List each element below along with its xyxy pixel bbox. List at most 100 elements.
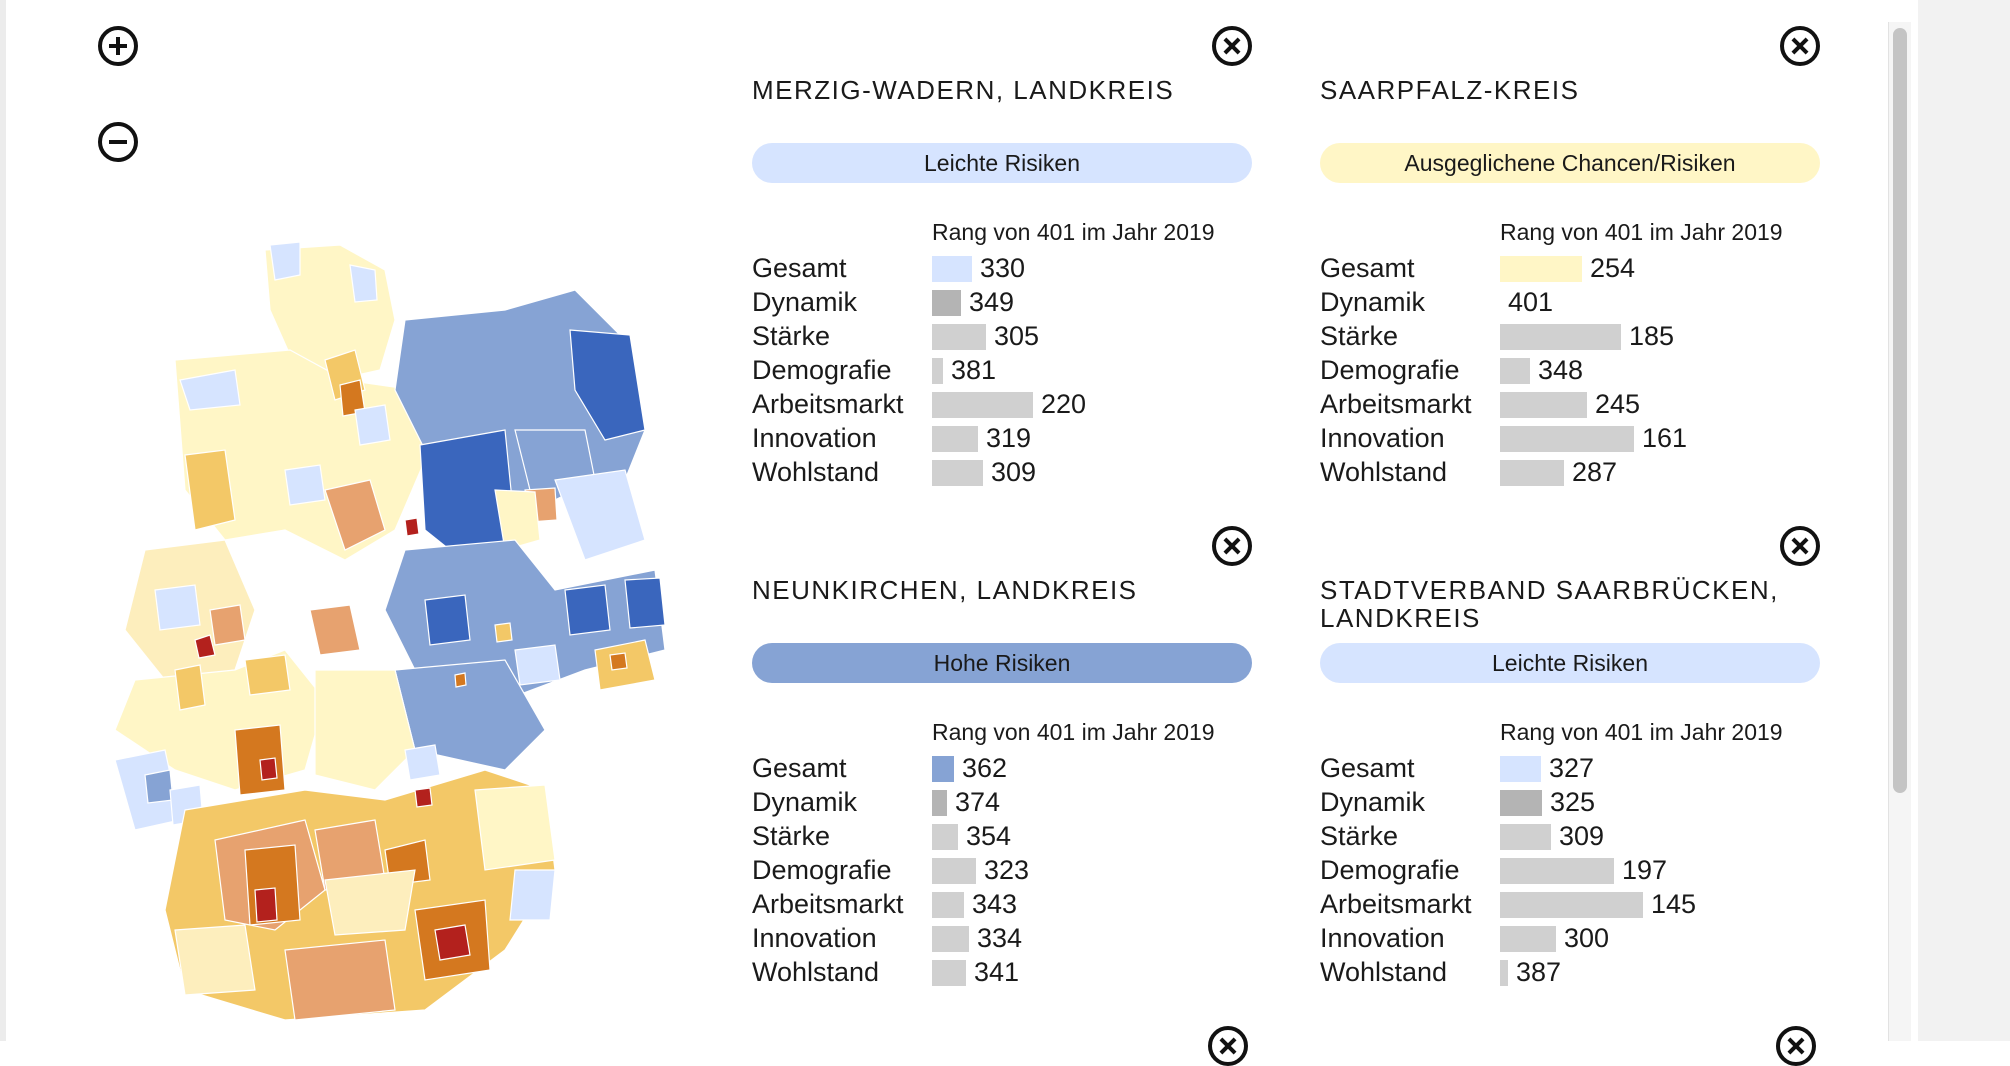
rank-row-label: Dynamik bbox=[1320, 287, 1426, 317]
rank-row-label: Dynamik bbox=[752, 787, 858, 817]
rank-bar bbox=[932, 358, 943, 384]
map-region[interactable] bbox=[494, 489, 541, 551]
map-region[interactable] bbox=[324, 869, 416, 936]
rank-row: Wohlstand 287 bbox=[1320, 455, 1820, 489]
rank-row: Dynamik 325 bbox=[1320, 785, 1820, 819]
map-region[interactable] bbox=[474, 784, 556, 871]
map-region[interactable] bbox=[349, 264, 378, 303]
zoom-in-button[interactable] bbox=[98, 26, 138, 66]
rank-row: Demografie 381 bbox=[752, 353, 1252, 387]
page-right-edge bbox=[1918, 0, 2010, 1041]
rank-row: Arbeitsmarkt 343 bbox=[752, 887, 1252, 921]
map-region[interactable] bbox=[454, 672, 467, 688]
zoom-out-button[interactable] bbox=[98, 122, 138, 162]
map-region[interactable] bbox=[269, 241, 301, 281]
rank-bar bbox=[932, 756, 954, 782]
map-region[interactable] bbox=[309, 604, 361, 656]
rank-row: Demografie 348 bbox=[1320, 353, 1820, 387]
rank-value: 343 bbox=[972, 889, 1018, 919]
map-region[interactable] bbox=[254, 887, 278, 923]
rank-caption: Rang von 401 im Jahr 2019 bbox=[1500, 719, 1783, 745]
map-region[interactable] bbox=[324, 479, 386, 551]
rank-value: 254 bbox=[1590, 253, 1636, 283]
map-region[interactable] bbox=[259, 757, 278, 781]
map-region[interactable] bbox=[209, 604, 246, 646]
map-region[interactable] bbox=[154, 584, 201, 631]
rank-caption: Rang von 401 im Jahr 2019 bbox=[932, 719, 1215, 745]
map-region[interactable] bbox=[624, 577, 666, 629]
rank-row-label: Arbeitsmarkt bbox=[1320, 889, 1472, 919]
map-region[interactable] bbox=[554, 469, 646, 561]
close-icon[interactable] bbox=[1780, 526, 1820, 566]
rank-row-label: Dynamik bbox=[1320, 787, 1426, 817]
close-icon[interactable] bbox=[1776, 1026, 1816, 1066]
rank-row: Stärke 354 bbox=[752, 819, 1252, 853]
map-regions[interactable] bbox=[114, 241, 666, 1021]
rank-rows: Gesamt 327 Dynamik 325 Stärke 309 Demografie 19… bbox=[1320, 751, 1820, 989]
map-region[interactable] bbox=[174, 664, 206, 711]
close-icon[interactable] bbox=[1212, 26, 1252, 66]
rank-row-label: Gesamt bbox=[1320, 253, 1415, 283]
map-region[interactable] bbox=[244, 654, 291, 696]
rank-value: 401 bbox=[1508, 287, 1554, 317]
rank-value: 334 bbox=[977, 923, 1023, 953]
rank-value: 220 bbox=[1041, 389, 1087, 419]
rank-row-label: Demografie bbox=[752, 855, 892, 885]
rank-row-label: Wohlstand bbox=[1320, 957, 1448, 987]
rank-bar bbox=[932, 290, 961, 316]
rank-row-label: Wohlstand bbox=[752, 457, 880, 487]
rank-row: Wohlstand 309 bbox=[752, 455, 1252, 489]
map-region[interactable] bbox=[404, 517, 420, 537]
rank-value: 325 bbox=[1550, 787, 1596, 817]
close-icon[interactable] bbox=[1208, 1026, 1248, 1066]
germany-district-map[interactable] bbox=[85, 230, 685, 1040]
rank-bar bbox=[932, 790, 947, 816]
risk-badge: Ausgeglichene Chancen/Risiken bbox=[1320, 143, 1820, 183]
region-title: NEUNKIRCHEN, LANDKREIS bbox=[752, 575, 1138, 605]
rank-row-label: Stärke bbox=[1320, 821, 1399, 851]
rank-value: 145 bbox=[1651, 889, 1697, 919]
rank-value: 245 bbox=[1595, 389, 1641, 419]
rank-bar bbox=[932, 460, 983, 486]
map-region[interactable] bbox=[569, 329, 646, 441]
map-region[interactable] bbox=[184, 449, 236, 531]
close-icon[interactable] bbox=[1212, 526, 1252, 566]
map-region[interactable] bbox=[314, 669, 416, 791]
rank-row: Arbeitsmarkt 220 bbox=[752, 387, 1252, 421]
close-icon[interactable] bbox=[1780, 26, 1820, 66]
map-region[interactable] bbox=[494, 622, 513, 643]
risk-badge: Hohe Risiken bbox=[752, 643, 1252, 683]
map-region[interactable] bbox=[194, 634, 216, 659]
rank-row-label: Stärke bbox=[752, 821, 831, 851]
rank-value: 305 bbox=[994, 321, 1040, 351]
rank-row: Stärke 309 bbox=[1320, 819, 1820, 853]
map-region[interactable] bbox=[434, 924, 471, 961]
rank-value: 381 bbox=[951, 355, 997, 385]
rank-value: 327 bbox=[1549, 753, 1595, 783]
rank-row-label: Wohlstand bbox=[1320, 457, 1448, 487]
map-region[interactable] bbox=[404, 744, 441, 781]
map-region[interactable] bbox=[354, 404, 391, 446]
rank-value: 300 bbox=[1564, 923, 1610, 953]
map-region[interactable] bbox=[514, 644, 561, 686]
map-region[interactable] bbox=[179, 369, 241, 411]
rank-bar bbox=[1500, 324, 1621, 350]
map-region[interactable] bbox=[509, 869, 556, 921]
map-region[interactable] bbox=[284, 464, 326, 506]
rank-bar bbox=[932, 960, 966, 986]
rank-bar bbox=[1500, 858, 1614, 884]
scrollbar-thumb[interactable] bbox=[1893, 28, 1907, 793]
rank-row: Stärke 185 bbox=[1320, 319, 1820, 353]
map-region[interactable] bbox=[144, 769, 174, 804]
map-region[interactable] bbox=[609, 652, 628, 671]
rank-bar bbox=[1500, 824, 1551, 850]
rank-value: 161 bbox=[1642, 423, 1688, 453]
map-region[interactable] bbox=[284, 939, 396, 1021]
map-region[interactable] bbox=[174, 924, 256, 996]
rank-row-label: Wohlstand bbox=[752, 957, 880, 987]
map-region[interactable] bbox=[564, 584, 611, 636]
map-region[interactable] bbox=[424, 594, 471, 646]
rank-bar bbox=[932, 892, 964, 918]
rank-row: Arbeitsmarkt 145 bbox=[1320, 887, 1820, 921]
map-region[interactable] bbox=[414, 787, 433, 808]
